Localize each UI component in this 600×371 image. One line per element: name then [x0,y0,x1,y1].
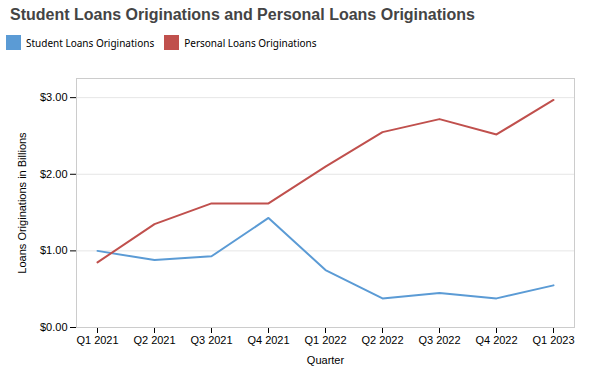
svg-text:Q3 2022: Q3 2022 [418,334,460,346]
svg-text:$1.00: $1.00 [40,244,68,256]
svg-text:Quarter: Quarter [307,354,345,366]
html-text:Personal Loans Originations: Personal Loans Originations [184,35,317,50]
svg-text:Q1 2023: Q1 2023 [532,334,574,346]
svg-text:Q3 2021: Q3 2021 [190,334,232,346]
svg-text:$0.00: $0.00 [40,321,68,333]
svg-text:Q4 2022: Q4 2022 [475,334,517,346]
html-text:Student Loans Originations: Student Loans Originations [26,35,155,50]
svg-text:Q1 2022: Q1 2022 [304,334,346,346]
svg-text:Q2 2021: Q2 2021 [133,334,175,346]
svg-text:$3.00: $3.00 [40,91,68,103]
svg-text:Q1 2021: Q1 2021 [76,334,118,346]
svg-text:$2.00: $2.00 [40,168,68,180]
html-text:Student Loans Originations and: Student Loans Originations and Personal … [10,6,475,23]
svg-text:Q4 2021: Q4 2021 [247,334,289,346]
svg-text:Q2 2022: Q2 2022 [361,334,403,346]
svg-text:Loans Originations in Billions: Loans Originations in Billions [16,132,28,274]
